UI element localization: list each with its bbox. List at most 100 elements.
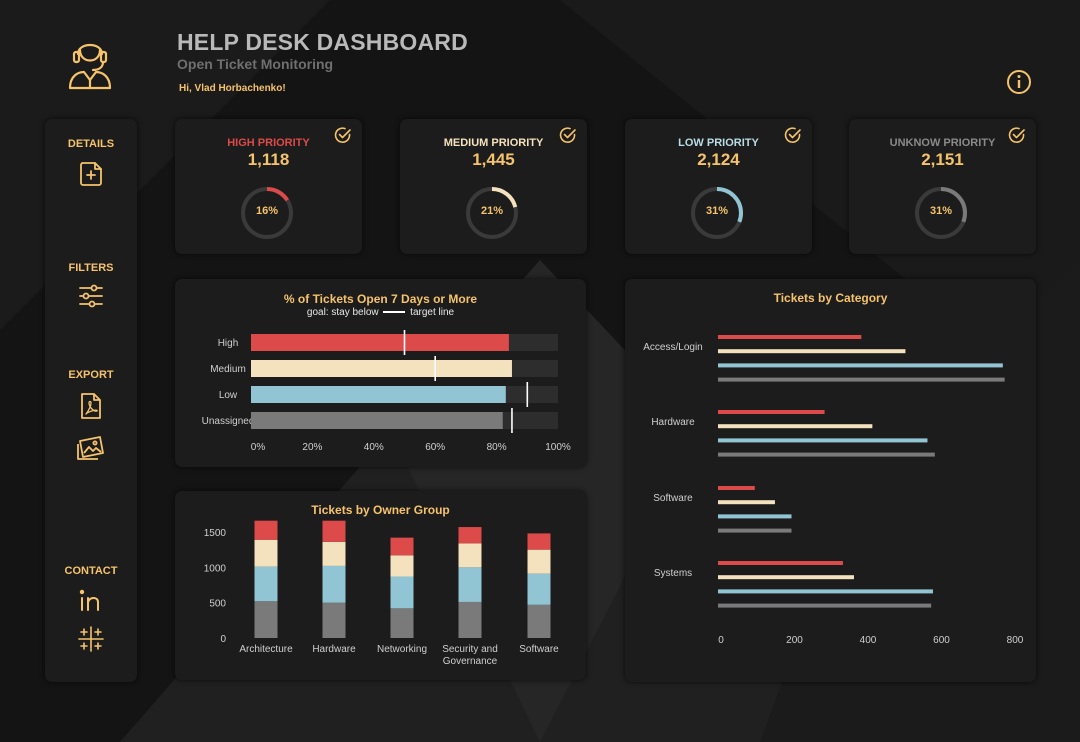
bar-medium [251, 360, 512, 377]
bar-category-label: Medium [210, 364, 246, 375]
info-icon[interactable] [1006, 69, 1032, 95]
stack-segment-unassigned [527, 604, 551, 638]
x-category-label: Governance [443, 656, 498, 667]
x-tick-label: 0 [718, 635, 724, 646]
stack-segment-high [390, 537, 414, 556]
open-7-days-title: % of Tickets Open 7 Days or More [283, 292, 478, 306]
stack-segment-low [322, 565, 346, 603]
stack-segment-low [527, 573, 551, 605]
x-category-label: Security and [442, 644, 498, 655]
owner-group-title: Tickets by Owner Group [311, 503, 450, 517]
category-bar-high [718, 486, 755, 490]
kpi-percent: 21% [480, 205, 504, 217]
sidebar-contact-heading: CONTACT [64, 565, 118, 577]
stack-segment-low [390, 576, 414, 609]
category-chart: Access/Login Hardware Software Systems 0 200 4… [643, 335, 1024, 646]
kpi-donut [915, 187, 967, 239]
check-circle-icon[interactable] [784, 126, 802, 144]
category-label: Access/Login [643, 342, 702, 353]
kpi-donut [691, 187, 743, 239]
kpi-donut [241, 187, 293, 239]
kpi-card: UNKNOW PRIORITY 2,151 31% [849, 119, 1036, 254]
category-bar-medium [718, 424, 873, 429]
y-tick-label: 0 [220, 634, 226, 645]
kpi-donut [466, 187, 518, 239]
page-subtitle: Open Ticket Monitoring [177, 56, 334, 72]
kpi-card: HIGH PRIORITY 1,118 16% [175, 119, 362, 254]
bar-high [251, 334, 509, 351]
kpi-percent: 16% [255, 205, 279, 217]
kpi-label: UNKNOW PRIORITY [889, 137, 996, 149]
category-bar-unassigned [718, 452, 935, 457]
add-file-icon[interactable] [78, 161, 104, 187]
category-bar-low [718, 438, 928, 443]
kpi-percent: 31% [705, 205, 729, 217]
user-greeting: Hi, Vlad Horbachenko! [179, 83, 286, 94]
tableau-icon[interactable] [78, 626, 104, 652]
x-category-label: Hardware [312, 644, 356, 655]
goal-note-prefix: goal: stay below [306, 307, 379, 318]
stack-segment-medium [527, 549, 551, 574]
owner-group-chart: 0 500 1000 1500 Architecture Hardware Networki… [204, 520, 559, 667]
kpi-donut-fill [466, 187, 518, 239]
category-bar-unassigned [718, 377, 1005, 382]
x-tick-label: 600 [933, 635, 950, 646]
category-label: Systems [654, 568, 692, 579]
goal-note-suffix: target line [410, 307, 455, 318]
stack-segment-low [254, 566, 278, 602]
category-bar-medium [718, 575, 854, 580]
bar-category-label: High [218, 338, 239, 349]
sliders-icon[interactable] [78, 284, 104, 308]
bar-category-label: Low [219, 390, 238, 401]
y-tick-label: 1000 [204, 563, 227, 574]
sidebar-details-heading: DETAILS [67, 138, 115, 150]
category-title: Tickets by Category [773, 291, 888, 305]
x-tick-label: 20% [302, 442, 322, 453]
x-tick-label: 40% [364, 442, 384, 453]
support-agent-icon [68, 43, 112, 90]
page-title: HELP DESK DASHBOARD [177, 29, 468, 55]
target-line-legend [383, 311, 406, 314]
category-bar-unassigned [718, 603, 932, 608]
stack-segment-medium [390, 555, 414, 577]
kpi-donut-fill [915, 187, 967, 239]
category-bar-medium [718, 500, 775, 505]
stack-segment-medium [254, 539, 278, 567]
x-category-label: Networking [377, 644, 427, 655]
kpi-card: MEDIUM PRIORITY 1,445 21% [400, 119, 587, 254]
stack-segment-medium [322, 541, 346, 566]
sidebar-filters-heading: FILTERS [68, 262, 114, 274]
category-bar-high [718, 410, 825, 414]
category-bar-high [718, 561, 843, 565]
x-tick-label: 200 [786, 635, 803, 646]
bar-category-label: Unassigned [202, 416, 255, 427]
x-tick-label: 400 [860, 635, 877, 646]
open-7-days-chart: High Medium Low Unassigned 0% 20% 40% 60% 80% 100… [202, 330, 571, 453]
stack-segment-medium [458, 543, 482, 568]
category-bar-unassigned [718, 528, 792, 533]
x-category-label: Software [519, 644, 559, 655]
kpi-value: 2,151 [921, 150, 964, 169]
category-label: Software [653, 493, 693, 504]
pdf-file-icon[interactable] [79, 392, 103, 420]
kpi-percent: 31% [929, 205, 953, 217]
stack-segment-high [254, 520, 278, 540]
category-label: Hardware [651, 417, 695, 428]
kpi-value: 1,445 [472, 150, 515, 169]
x-tick-label: 0% [251, 442, 266, 453]
image-icon[interactable] [76, 435, 106, 461]
stack-segment-high [458, 527, 482, 544]
kpi-label: HIGH PRIORITY [227, 137, 310, 149]
linkedin-icon[interactable] [79, 588, 103, 612]
check-circle-icon[interactable] [1008, 126, 1026, 144]
x-tick-label: 100% [545, 442, 571, 453]
stack-segment-high [527, 533, 551, 550]
bar-low [251, 386, 506, 403]
check-circle-icon[interactable] [334, 126, 352, 144]
bar-unassigned [251, 412, 503, 429]
y-tick-label: 500 [209, 599, 226, 610]
check-circle-icon[interactable] [559, 126, 577, 144]
kpi-value: 1,118 [247, 150, 290, 169]
open-7-days-panel: % of Tickets Open 7 Days or More goal: s… [175, 279, 586, 467]
stack-segment-unassigned [322, 602, 346, 638]
